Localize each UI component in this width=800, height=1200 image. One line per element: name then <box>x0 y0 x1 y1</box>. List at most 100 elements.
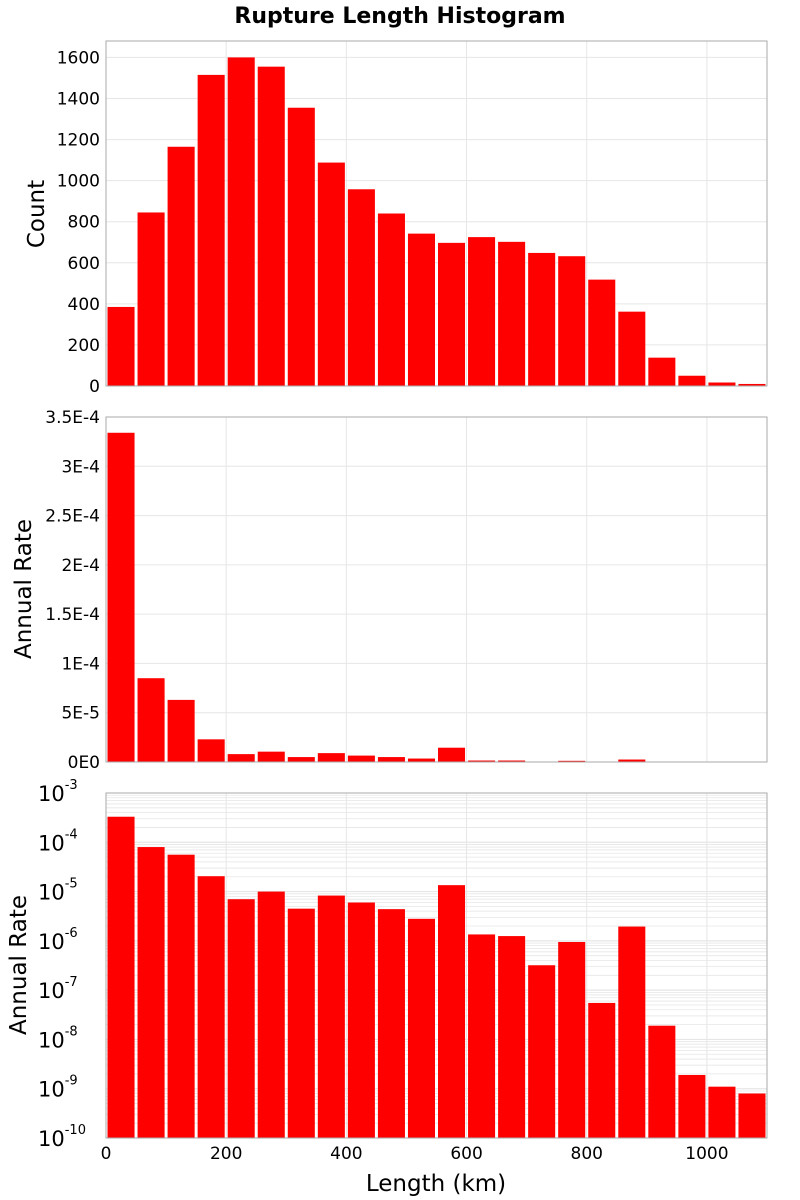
histogram-bar <box>227 754 255 762</box>
histogram-bar <box>377 757 405 762</box>
histogram-bar <box>498 241 526 386</box>
y-tick-label: 3.5E-4 <box>45 408 100 428</box>
histogram-bar <box>137 678 165 762</box>
y-tick-label: 0E0 <box>68 753 100 773</box>
histogram-bar <box>618 759 646 762</box>
histogram-bar <box>588 1002 616 1138</box>
y-tick-label: 10-6 <box>38 926 78 954</box>
x-tick-label: 600 <box>450 1144 482 1164</box>
histogram-bar <box>648 1025 676 1138</box>
y-tick-label: 800 <box>68 213 100 233</box>
y-tick-label: 10-4 <box>38 827 78 855</box>
histogram-bar <box>468 934 496 1138</box>
histogram-bar <box>588 279 616 386</box>
histogram-bar <box>738 383 766 386</box>
histogram-bar <box>528 965 556 1138</box>
histogram-bar <box>678 1074 706 1138</box>
histogram-bar <box>317 895 345 1138</box>
y-axis-label: Count <box>24 180 50 248</box>
histogram-bar <box>618 311 646 386</box>
histogram-bar <box>137 212 165 386</box>
y-tick-label: 10-10 <box>38 1123 86 1151</box>
chart-title: Rupture Length Histogram <box>234 4 565 29</box>
histogram-bar <box>107 432 135 762</box>
y-tick-label: 1.5E-4 <box>45 605 100 625</box>
histogram-bar <box>438 747 466 762</box>
annual-rate-log-panel: Annual Rate 10-10 10-9 10-8 10-7 10-6 10-5 10-… <box>6 778 768 1164</box>
histogram-bar <box>107 306 135 386</box>
histogram-bar <box>618 926 646 1138</box>
histogram-bar <box>227 899 255 1138</box>
histogram-bar <box>197 739 225 762</box>
histogram-bar <box>708 1086 736 1138</box>
histogram-bar <box>407 758 435 762</box>
y-tick-label: 10-7 <box>38 975 78 1003</box>
y-tick-label: 3E-4 <box>61 457 100 477</box>
y-tick-label: 10-5 <box>38 877 78 905</box>
histogram-bar <box>317 753 345 762</box>
y-axis-label: Annual Rate <box>11 519 37 659</box>
histogram-bar <box>558 760 586 762</box>
histogram-bar <box>317 162 345 386</box>
histogram-bar <box>377 909 405 1138</box>
y-tick-label: 1600 <box>57 48 100 68</box>
histogram-bar <box>257 891 285 1138</box>
y-tick-label: 2.5E-4 <box>45 507 100 527</box>
histogram-bar <box>227 57 255 387</box>
histogram-bar <box>257 66 285 386</box>
annual-rate-linear-panel: Annual Rate 0E0 5E-5 1E-4 1.5E-4 2E-4 2.5E-4 3… <box>11 408 768 773</box>
histogram-bar <box>438 885 466 1138</box>
histogram-bar <box>407 918 435 1138</box>
histogram-bar <box>468 237 496 386</box>
histogram-bar <box>197 74 225 387</box>
histogram-bar <box>167 146 195 386</box>
histogram-bar <box>347 902 375 1138</box>
plot-frame <box>105 40 768 387</box>
histogram-bar <box>377 213 405 386</box>
histogram-bar <box>438 242 466 386</box>
y-tick-label: 400 <box>68 295 100 315</box>
histogram-bar <box>347 189 375 386</box>
y-tick-label: 1000 <box>57 172 100 192</box>
histogram-bar <box>708 382 736 386</box>
histogram-bar <box>648 357 676 386</box>
x-axis-label: Length (km) <box>366 1171 506 1197</box>
x-tick-label: 0 <box>101 1144 112 1164</box>
y-tick-label: 1E-4 <box>61 654 100 674</box>
x-tick-label: 200 <box>210 1144 242 1164</box>
x-tick-label: 1000 <box>685 1144 728 1164</box>
count-histogram-panel: Count 0 200 400 600 800 1000 1200 1400 1600 <box>24 40 768 397</box>
y-tick-label: 1400 <box>57 90 100 110</box>
histogram-bar <box>167 699 195 762</box>
y-tick-label: 1200 <box>57 131 100 151</box>
plot-frame <box>105 416 768 763</box>
x-tick-label: 800 <box>571 1144 603 1164</box>
histogram-bar <box>498 936 526 1138</box>
y-tick-label: 5E-5 <box>61 704 100 724</box>
histogram-bar <box>197 876 225 1138</box>
y-tick-label: 0 <box>89 377 100 397</box>
histogram-bar <box>407 233 435 386</box>
y-tick-label: 600 <box>68 254 100 274</box>
histogram-bar <box>167 854 195 1138</box>
histogram-bar <box>558 941 586 1138</box>
histogram-bar <box>287 107 315 386</box>
y-tick-label: 10-8 <box>38 1024 78 1052</box>
y-tick-label: 200 <box>68 336 100 356</box>
histogram-bar <box>287 908 315 1138</box>
histogram-bar <box>347 755 375 762</box>
plot-frame <box>105 792 768 1139</box>
histogram-bar <box>498 760 526 762</box>
y-tick-label: 10-3 <box>38 778 78 806</box>
histogram-bar <box>107 816 135 1138</box>
histogram-bar <box>738 1093 766 1138</box>
y-tick-label: 10-9 <box>38 1074 78 1102</box>
y-tick-label: 2E-4 <box>61 556 100 576</box>
x-tick-label: 400 <box>330 1144 362 1164</box>
histogram-bar <box>678 375 706 386</box>
histogram-bar <box>558 256 586 386</box>
plot-background <box>106 417 767 762</box>
histogram-bar <box>528 252 556 386</box>
histogram-bar <box>468 760 496 762</box>
